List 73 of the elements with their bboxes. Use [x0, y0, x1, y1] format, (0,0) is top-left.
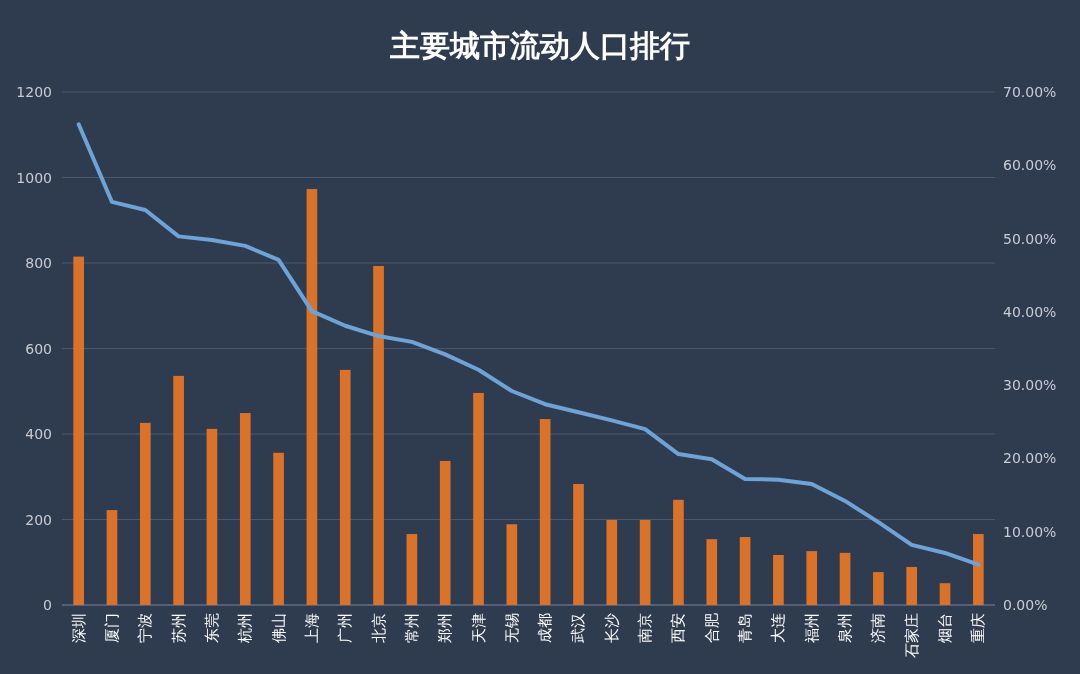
- x-tick-label: 北京: [369, 613, 388, 643]
- y2-tick-label: 30.00%: [1003, 377, 1057, 394]
- x-tick-label: 苏州: [169, 613, 188, 643]
- x-tick-label: 深圳: [69, 613, 88, 643]
- y2-tick-label: 10.00%: [1003, 523, 1057, 540]
- x-tick-label: 上海: [302, 613, 321, 643]
- bar: [739, 537, 751, 605]
- x-tick-label: 泉州: [836, 613, 855, 643]
- x-tick-label: 成都: [536, 613, 555, 643]
- y2-tick-label: 20.00%: [1003, 450, 1057, 467]
- bar: [73, 256, 84, 605]
- x-tick-label: 天津: [469, 613, 488, 643]
- bar: [706, 539, 718, 605]
- bar: [506, 524, 518, 605]
- line-series: [76, 122, 981, 567]
- y-tick-label: 1000: [16, 169, 52, 186]
- x-tick-label: 常州: [402, 613, 421, 643]
- y2-tick-label: 70.00%: [1003, 84, 1057, 100]
- bar: [239, 413, 251, 605]
- bar: [406, 534, 418, 605]
- y2-tick-label: 40.00%: [1003, 303, 1057, 320]
- x-tick-label: 青岛: [736, 613, 755, 643]
- x-tick-label: 厦门: [102, 613, 121, 643]
- chart-title: 主要城市流动人口排行: [389, 28, 690, 63]
- bar: [206, 428, 218, 605]
- bar: [473, 392, 484, 605]
- x-tick-label: 宁波: [136, 613, 155, 643]
- y2-tick-label: 60.00%: [1003, 157, 1057, 174]
- y-tick-label: 400: [25, 426, 52, 442]
- x-tick-label: 杭州: [236, 613, 255, 644]
- bar: [806, 551, 818, 605]
- bar: [573, 484, 584, 605]
- x-tick-label: 武汉: [569, 613, 588, 643]
- x-tick-label: 南京: [636, 613, 655, 643]
- y-tick-label: 600: [25, 340, 52, 357]
- y-tick-label: 200: [25, 511, 52, 528]
- bar: [906, 566, 918, 605]
- bar: [339, 369, 351, 605]
- bar: [373, 265, 384, 605]
- x-tick-label: 大连: [769, 613, 788, 643]
- x-tick-label: 石家庄: [902, 613, 921, 658]
- bar: [439, 460, 451, 605]
- x-tick-label: 佛山: [269, 613, 288, 643]
- y-tick-label: 0: [43, 597, 52, 613]
- bar: [273, 452, 284, 605]
- x-tick-label: 重庆: [969, 613, 988, 643]
- y2-tick-label: 50.00%: [1003, 230, 1057, 247]
- bar: [873, 572, 884, 605]
- x-tick-label: 福州: [802, 613, 821, 643]
- y-tick-label: 800: [25, 255, 52, 271]
- y2-tick-label: 0.00%: [1003, 597, 1048, 613]
- x-tick-label: 济南: [869, 613, 888, 643]
- x-tick-label: 烟台: [936, 613, 955, 643]
- x-tick-label: 西安: [669, 613, 688, 643]
- x-tick-label: 东莞: [202, 613, 221, 643]
- x-tick-label: 合肥: [702, 613, 721, 643]
- bar: [139, 422, 151, 605]
- bar: [939, 583, 951, 605]
- bar: [673, 499, 684, 605]
- y-tick-label: 1200: [16, 84, 52, 100]
- bar: [839, 552, 851, 605]
- bar: [606, 519, 618, 605]
- bar: [306, 189, 318, 605]
- bar: [773, 554, 784, 605]
- x-tick-label: 广州: [336, 613, 355, 643]
- bar: [539, 419, 551, 605]
- bar: [973, 534, 984, 605]
- x-tick-label: 郑州: [436, 613, 455, 643]
- x-tick-label: 无锡: [502, 613, 521, 643]
- x-tick-label: 长沙: [602, 613, 621, 643]
- bar: [639, 519, 651, 605]
- bar: [173, 375, 184, 605]
- bar: [106, 510, 118, 605]
